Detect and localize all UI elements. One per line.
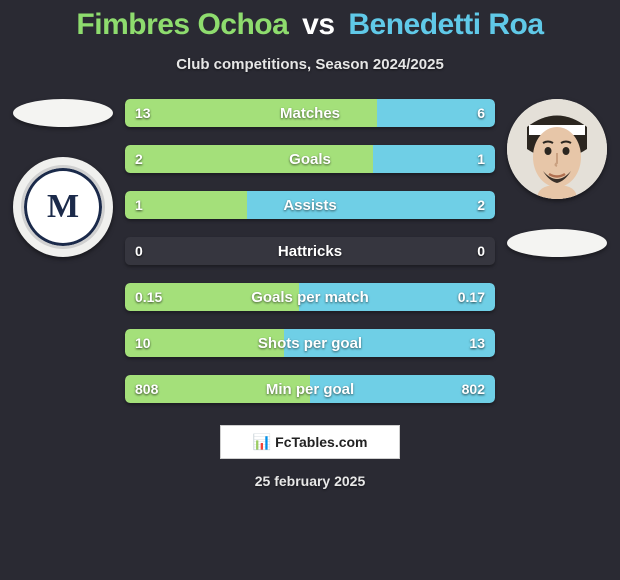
stat-row: 0 0Hattricks [125, 237, 495, 265]
comparison-title: Fimbres Ochoa vs Benedetti Roa [0, 0, 620, 42]
date-line: 25 february 2025 [0, 473, 620, 489]
stat-value-left: 0.15 [125, 283, 172, 311]
stat-value-left: 13 [125, 99, 161, 127]
stat-row: 12Assists [125, 191, 495, 219]
stats-bars: 136Matches21Goals12Assists00Hattricks0.1… [125, 99, 495, 403]
club-badge-monogram: M [47, 188, 79, 226]
stat-row: 0.150.17Goals per match [125, 283, 495, 311]
stat-row: 1013Shots per goal [125, 329, 495, 357]
stat-value-right: 0.17 [448, 283, 495, 311]
player2-face-icon [507, 99, 607, 199]
stat-value-left: 10 [125, 329, 161, 357]
brand-text: FcTables.com [275, 434, 367, 450]
player2-ellipse [507, 229, 607, 257]
player1-ellipse [13, 99, 113, 127]
stat-value-right: 0 [467, 237, 495, 265]
vs-label: vs [302, 8, 334, 41]
player2-name: Benedetti Roa [348, 8, 543, 41]
stat-row: 21Goals [125, 145, 495, 173]
player1-club-badge: M [13, 157, 113, 257]
stat-value-right: 6 [467, 99, 495, 127]
stat-bar-left [125, 99, 377, 127]
stat-value-right: 1 [467, 145, 495, 173]
stat-value-left: 0 [125, 237, 153, 265]
stat-row: 808802Min per goal [125, 375, 495, 403]
player1-column: M [8, 99, 118, 257]
player1-name: Fimbres Ochoa [76, 8, 288, 41]
stat-value-left: 808 [125, 375, 168, 403]
stat-value-right: 13 [459, 329, 495, 357]
subtitle: Club competitions, Season 2024/2025 [0, 56, 620, 73]
stat-label: Hattricks [125, 237, 495, 265]
stat-value-left: 1 [125, 191, 153, 219]
brand-box: 📊 FcTables.com [220, 425, 400, 459]
comparison-body: M 136Matches21Goals12Assists00Hattrick [0, 99, 620, 403]
stat-bar-right [247, 191, 495, 219]
stat-bar-left [125, 145, 373, 173]
stat-value-right: 2 [467, 191, 495, 219]
brand-icon: 📊 [252, 435, 271, 450]
stat-row: 136Matches [125, 99, 495, 127]
stat-value-left: 2 [125, 145, 153, 173]
stat-value-right: 802 [452, 375, 495, 403]
player2-avatar [507, 99, 607, 199]
player2-column [502, 99, 612, 257]
